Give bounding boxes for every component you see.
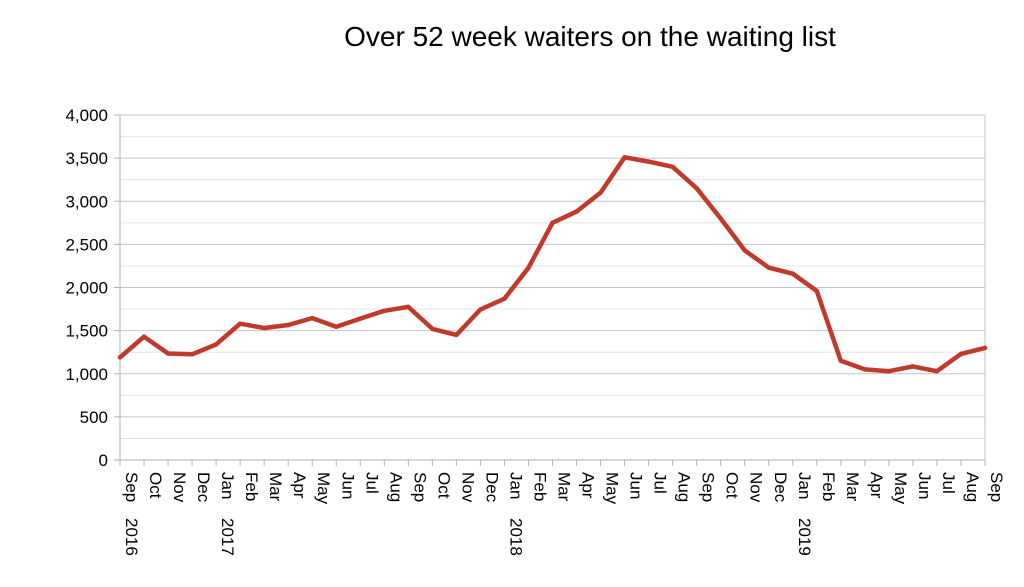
data-point (358, 316, 363, 321)
data-point (670, 164, 675, 169)
data-point (862, 367, 868, 372)
data-point (910, 364, 916, 369)
x-tick-label: May (314, 472, 333, 505)
data-point (430, 326, 435, 332)
y-tick-label: 1,000 (65, 365, 108, 384)
x-year-label: 2016 (122, 518, 141, 556)
x-tick-label: Nov (747, 472, 766, 503)
x-tick-label: May (603, 472, 622, 505)
x-tick-label: Aug (386, 472, 405, 502)
x-tick-label: Sep (410, 472, 429, 502)
data-point (382, 308, 387, 313)
data-point (406, 304, 411, 310)
x-tick-label: Mar (555, 472, 574, 502)
x-tick-label: Mar (843, 472, 862, 502)
series-layer (117, 155, 988, 374)
data-point (886, 368, 892, 374)
data-point (550, 220, 555, 226)
x-tick-label: Mar (266, 472, 285, 502)
x-tick-label: Sep (987, 472, 1006, 502)
data-point (934, 368, 940, 374)
data-point (838, 358, 844, 364)
x-axis-year-labels: 2016 2017 2018 2019 (122, 518, 814, 556)
x-tick-label: Feb (819, 472, 838, 501)
data-point (454, 332, 459, 338)
data-point (982, 345, 988, 351)
data-point (478, 307, 483, 312)
x-tick-label: Feb (242, 472, 261, 501)
x-tick-label: Apr (867, 472, 886, 499)
y-tick-label: 1,500 (65, 322, 108, 341)
x-tick-label: Jan (506, 472, 525, 499)
chart-title: Over 52 week waiters on the waiting list (344, 21, 836, 52)
x-tick-label: Jul (362, 472, 381, 494)
data-point (958, 351, 964, 357)
x-year-label: 2018 (506, 518, 525, 556)
x-tick-label: Oct (146, 472, 165, 499)
x-tick-label: Jun (338, 472, 357, 499)
x-tick-label: Dec (194, 472, 213, 503)
x-year-label: 2017 (218, 518, 237, 556)
x-tick-label: Oct (723, 472, 742, 499)
data-point (622, 155, 627, 160)
data-point (261, 325, 267, 331)
data-point (165, 351, 171, 356)
data-point (310, 315, 315, 321)
data-point (213, 342, 219, 347)
x-tick-label: Nov (458, 472, 477, 503)
x-tick-label: Apr (579, 472, 598, 499)
data-point (766, 265, 771, 270)
data-point (189, 352, 195, 357)
x-tick-label: Jun (915, 472, 934, 499)
data-point (598, 190, 603, 195)
y-axis-tick-labels: 0 500 1,000 1,500 2,000 2,500 3,000 3,500 4,000 (65, 106, 108, 470)
y-tick-label: 3,000 (65, 192, 108, 211)
x-axis-tick-labels: Sep Oct Nov Dec Jan Feb Mar Apr May Jun Jul Aug Sep O… (122, 472, 1006, 505)
x-tick-label: Jul (939, 472, 958, 494)
x-tick-label: Jul (651, 472, 670, 494)
y-tick-label: 4,000 (65, 106, 108, 125)
data-point (285, 322, 291, 328)
x-tick-label: Sep (122, 472, 141, 502)
data-point (646, 159, 651, 164)
x-tick-label: Apr (290, 472, 309, 499)
data-point (574, 209, 579, 214)
x-tick-label: May (891, 472, 910, 505)
x-tick-label: Sep (699, 472, 718, 502)
y-tick-label: 2,000 (65, 279, 108, 298)
x-tick-label: Feb (530, 472, 549, 501)
x-tick-label: Dec (771, 472, 790, 503)
gridlines (120, 114, 985, 439)
x-year-label: 2019 (795, 518, 814, 556)
data-point (718, 216, 723, 221)
data-point (814, 288, 820, 294)
x-tick-label: Jan (795, 472, 814, 499)
data-point (117, 355, 123, 360)
data-point (141, 334, 147, 339)
x-tick-label: Aug (675, 472, 694, 502)
data-point (334, 324, 339, 329)
data-point (694, 186, 699, 191)
x-tick-label: Dec (482, 472, 501, 503)
data-point (790, 271, 795, 276)
data-point (742, 248, 747, 253)
x-tick-label: Oct (434, 472, 453, 499)
x-tick-label: Aug (963, 472, 982, 502)
y-tick-label: 0 (99, 451, 108, 470)
series-line (117, 155, 988, 374)
x-tick-label: Jun (627, 472, 646, 499)
y-tick-label: 500 (80, 408, 108, 427)
y-tick-label: 3,500 (65, 149, 108, 168)
x-tick-label: Jan (218, 472, 237, 499)
data-point (237, 321, 243, 326)
data-point (526, 265, 531, 270)
data-point (502, 296, 507, 301)
axes (114, 114, 986, 466)
y-tick-label: 2,500 (65, 235, 108, 254)
x-tick-label: Nov (170, 472, 189, 503)
